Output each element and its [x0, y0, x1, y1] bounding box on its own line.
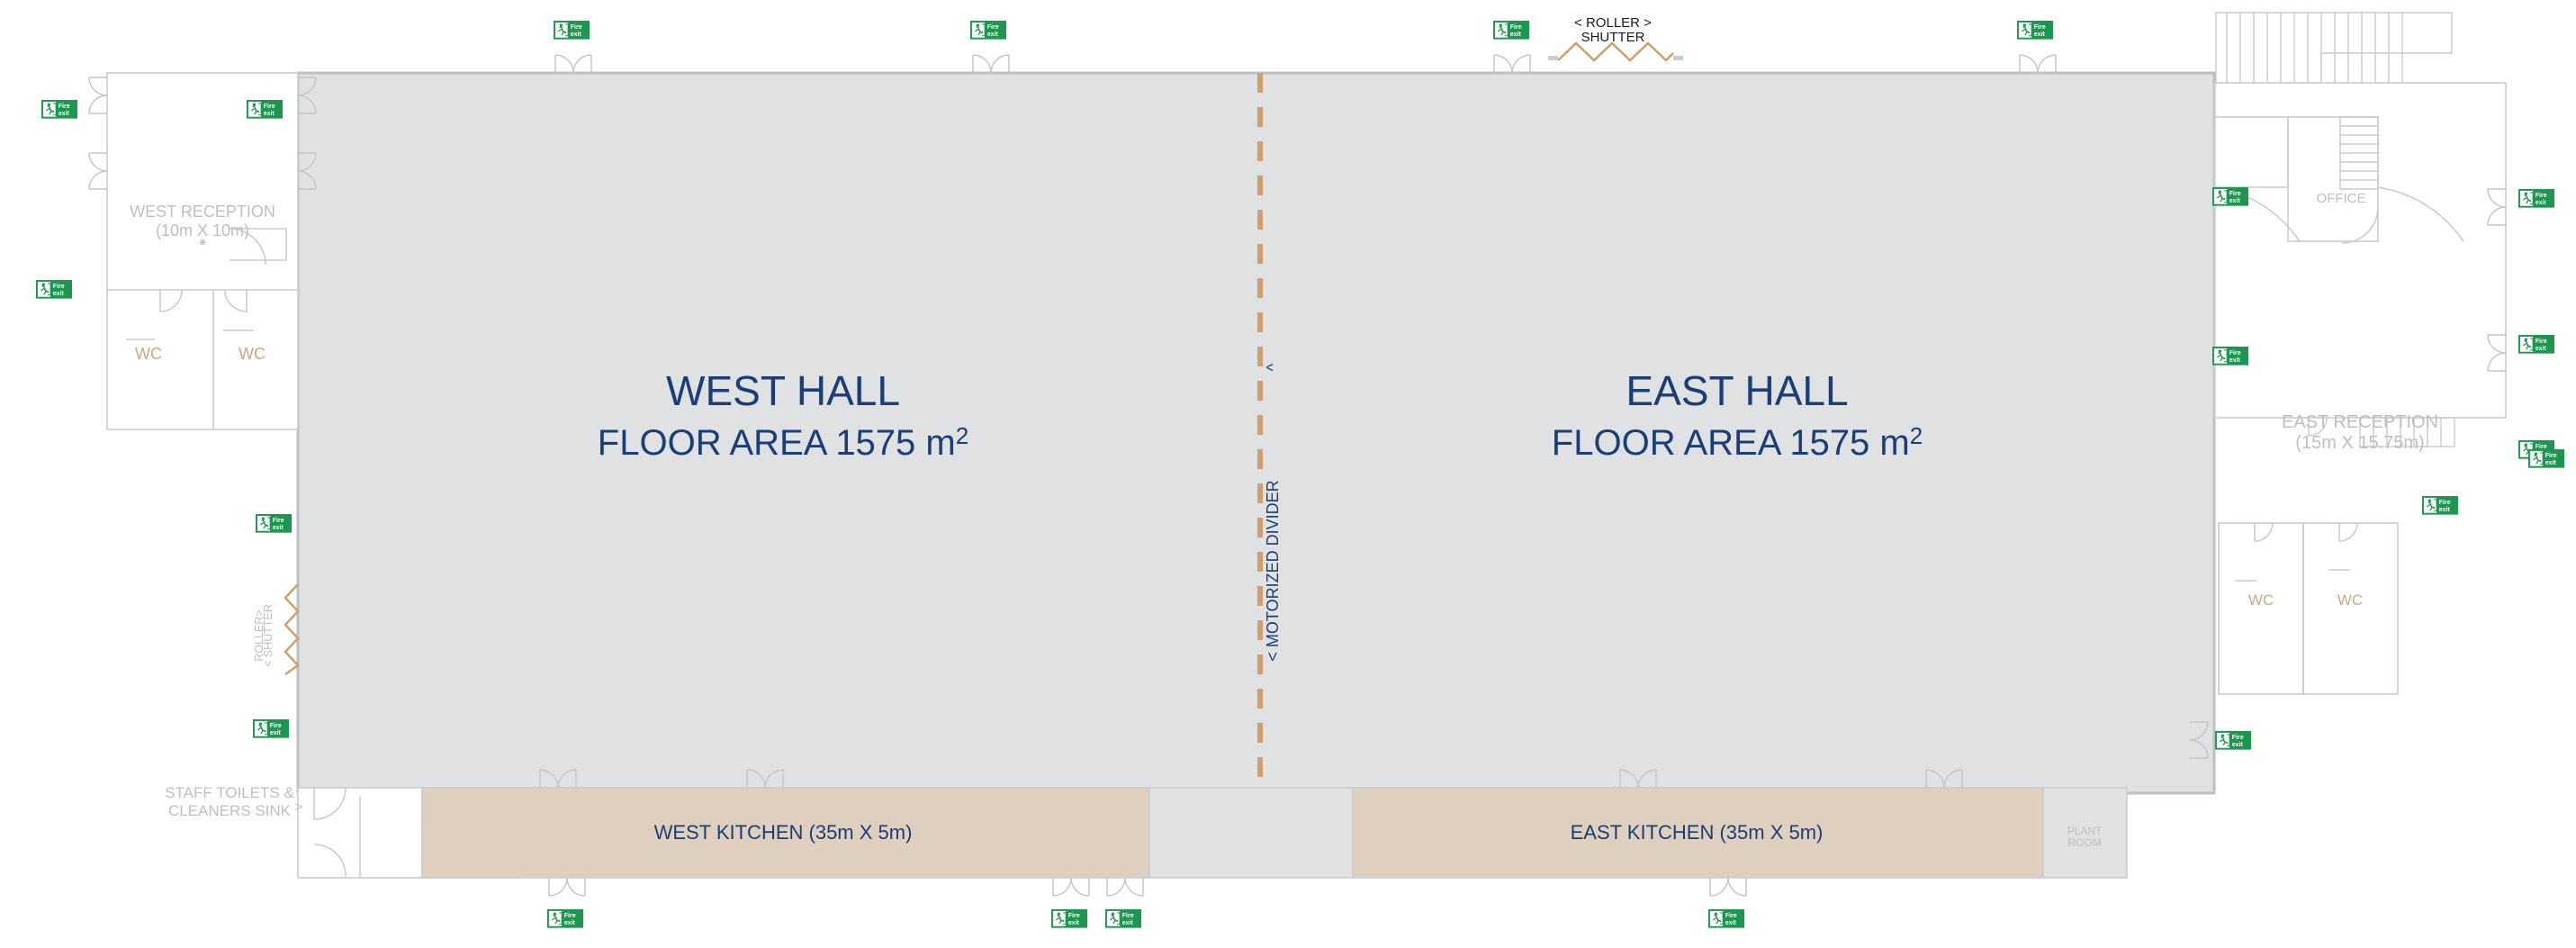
- svg-text:(15m X 15.75m): (15m X 15.75m): [2295, 433, 2424, 453]
- svg-text:< ROLLER >: < ROLLER >: [1574, 15, 1652, 31]
- svg-text:WC: WC: [135, 345, 162, 363]
- svg-text:WEST HALL: WEST HALL: [666, 367, 900, 414]
- svg-text:>: >: [295, 799, 303, 815]
- svg-text:WEST RECEPTION: WEST RECEPTION: [130, 203, 275, 221]
- svg-text:WC: WC: [2248, 591, 2274, 609]
- svg-text:< SHUTTER: < SHUTTER: [262, 604, 275, 667]
- svg-text:EAST HALL: EAST HALL: [1626, 367, 1848, 414]
- svg-text:FLOOR AREA 1575 m2: FLOOR AREA 1575 m2: [1552, 422, 1923, 463]
- svg-text:WEST KITCHEN (35m X 5m): WEST KITCHEN (35m X 5m): [654, 821, 913, 844]
- svg-text:STAFF TOILETS &: STAFF TOILETS &: [165, 784, 294, 801]
- svg-text:PLANT: PLANT: [2067, 825, 2103, 837]
- svg-text:^: ^: [1264, 363, 1282, 371]
- svg-text:EAST RECEPTION: EAST RECEPTION: [2282, 412, 2438, 432]
- svg-text:CLEANERS SINK: CLEANERS SINK: [168, 802, 292, 819]
- svg-text:FLOOR AREA 1575 m2: FLOOR AREA 1575 m2: [598, 422, 968, 463]
- svg-text:< MOTORIZED DIVIDER: < MOTORIZED DIVIDER: [1264, 480, 1282, 661]
- svg-text:WC: WC: [239, 345, 266, 363]
- svg-text:OFFICE: OFFICE: [2317, 191, 2366, 206]
- svg-text:SHUTTER: SHUTTER: [1581, 30, 1645, 45]
- svg-text:ROOM: ROOM: [2067, 836, 2101, 849]
- svg-text:(10m X 10m): (10m X 10m): [156, 221, 249, 239]
- svg-text:EAST KITCHEN (35m X 5m): EAST KITCHEN (35m X 5m): [1571, 821, 1824, 844]
- svg-text:WC: WC: [2337, 591, 2363, 609]
